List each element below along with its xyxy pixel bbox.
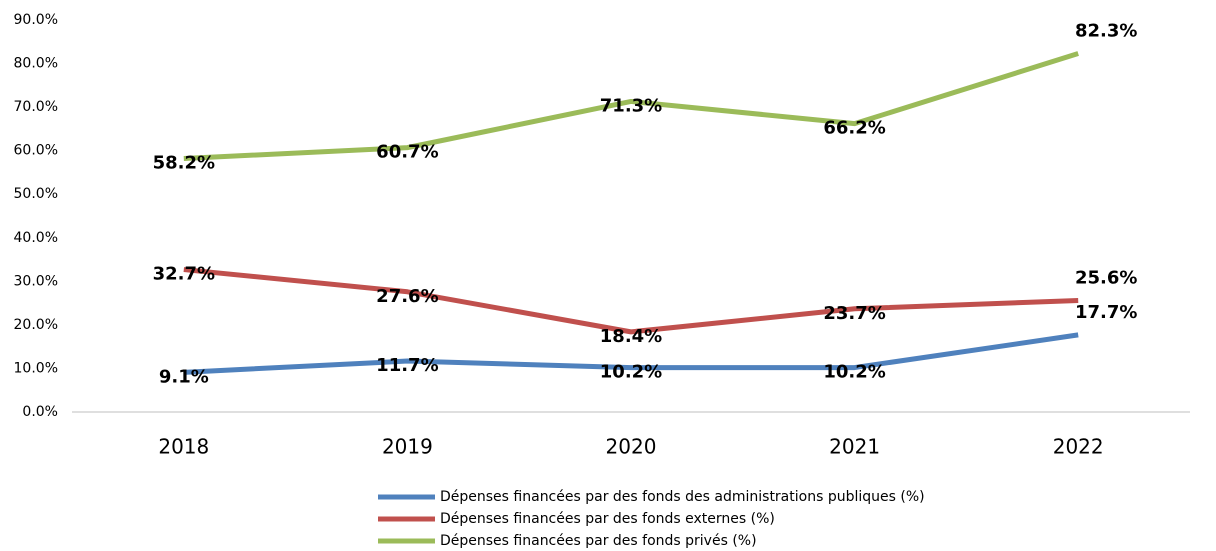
data-label: 58.2% xyxy=(153,153,215,174)
data-label: 18.4% xyxy=(600,326,662,347)
data-label: 32.7% xyxy=(153,264,215,285)
data-label: 25.6% xyxy=(1075,267,1137,288)
data-label: 10.2% xyxy=(823,362,885,383)
series-line xyxy=(183,267,1079,335)
y-tick-label: 90.0% xyxy=(14,12,58,28)
y-tick-label: 60.0% xyxy=(14,143,58,159)
legend-label: Dépenses financées par des fonds privés … xyxy=(440,533,757,549)
data-label: 60.7% xyxy=(376,142,438,163)
data-label: 27.6% xyxy=(376,286,438,307)
y-tick-label: 0.0% xyxy=(22,404,58,420)
y-tick-label: 10.0% xyxy=(14,360,58,376)
y-tick-label: 50.0% xyxy=(14,186,58,202)
data-label: 66.2% xyxy=(823,118,885,139)
legend-label: Dépenses financées par des fonds des adm… xyxy=(440,489,925,505)
x-tick-label: 2019 xyxy=(382,435,433,459)
x-tick-label: 2018 xyxy=(158,435,209,459)
data-label: 9.1% xyxy=(159,366,209,387)
data-label: 10.2% xyxy=(600,362,662,383)
x-tick-label: 2021 xyxy=(829,435,880,459)
data-label: 82.3% xyxy=(1075,21,1137,42)
y-tick-label: 70.0% xyxy=(14,99,58,115)
x-tick-label: 2020 xyxy=(606,435,657,459)
data-label: 23.7% xyxy=(823,303,885,324)
y-tick-label: 30.0% xyxy=(14,273,58,289)
data-label: 71.3% xyxy=(600,95,662,116)
y-tick-label: 40.0% xyxy=(14,230,58,246)
legend-label: Dépenses financées par des fonds externe… xyxy=(440,511,775,527)
x-tick-label: 2022 xyxy=(1053,435,1104,459)
series-line xyxy=(183,332,1079,375)
y-tick-label: 80.0% xyxy=(14,56,58,72)
data-label: 17.7% xyxy=(1075,302,1137,323)
data-label: 11.7% xyxy=(376,355,438,376)
series-line xyxy=(183,51,1079,162)
y-tick-label: 20.0% xyxy=(14,317,58,333)
